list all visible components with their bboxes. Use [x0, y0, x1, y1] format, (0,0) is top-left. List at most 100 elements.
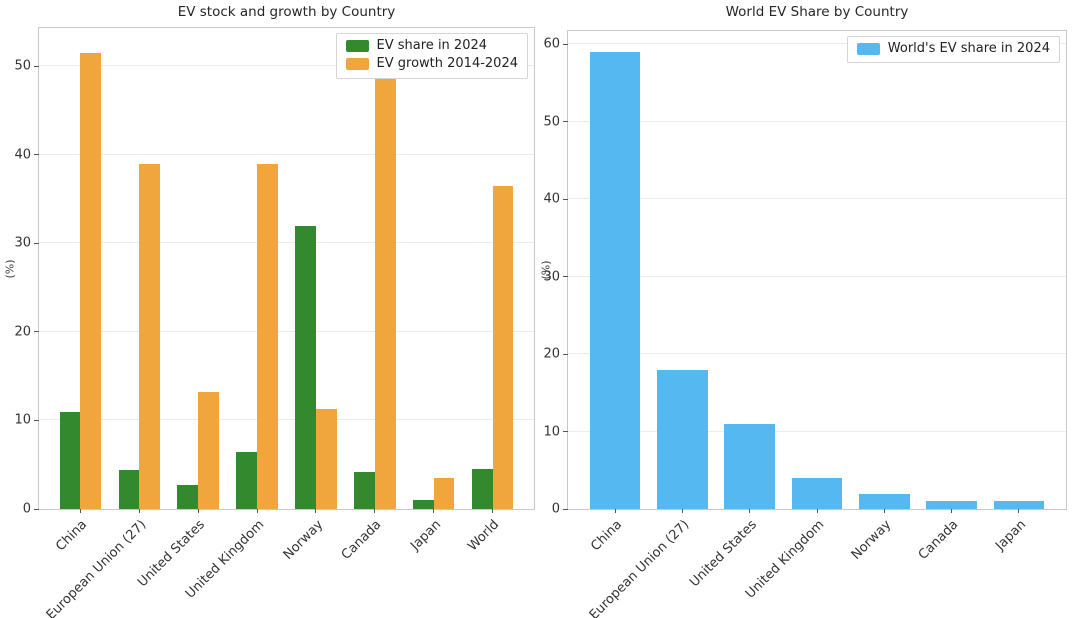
x-tick-label: United States — [686, 517, 760, 591]
x-tick-label: Japan — [992, 517, 1029, 554]
bar-united-states-ev-growth-2014-2024 — [198, 392, 219, 509]
plot-area: 0 10 20 30 40 50 China European Union (27) Unite… — [14, 27, 535, 618]
bar-world-ev-share-in-2024 — [472, 469, 493, 509]
legend-row: EV share in 2024 — [345, 38, 518, 53]
y-tick-label: 50 — [543, 114, 560, 130]
bar-japan-ev-growth-2014-2024 — [433, 478, 455, 509]
bar-united-kingdom-world-s-ev-share-in-2024 — [791, 478, 843, 509]
bar-world-ev-growth-2014-2024 — [492, 185, 514, 509]
y-tick-mark — [34, 154, 39, 156]
gridline — [39, 330, 534, 332]
x-tick-mark — [138, 509, 140, 513]
x-tick-mark — [433, 509, 435, 513]
x-tick-mark — [197, 509, 199, 513]
legend-swatch-world-s-ev-share-in-2024 — [856, 43, 880, 56]
bar-china-ev-growth-2014-2024 — [80, 52, 101, 509]
bar-china-world-s-ev-share-in-2024 — [589, 51, 641, 509]
x-tick-mark — [1018, 509, 1020, 513]
y-tick-mark — [34, 242, 39, 244]
x-tick-mark — [681, 509, 683, 513]
x-tick-label: Japan — [407, 517, 444, 554]
x-tick-label: Canada — [339, 517, 385, 563]
chart-world-ev-share: World EV Share by Country (%) 0 10 20 30 40 5… — [540, 0, 1080, 618]
bar-japan-ev-share-in-2024 — [413, 500, 434, 509]
bar-canada-world-s-ev-share-in-2024 — [926, 501, 977, 509]
y-tick-label: 30 — [543, 269, 560, 285]
bar-china-ev-share-in-2024 — [59, 411, 81, 509]
x-tick-mark — [749, 509, 751, 513]
y-tick-mark — [563, 276, 568, 278]
bar-european-union-27-ev-growth-2014-2024 — [139, 163, 160, 509]
x-tick-label: Norway — [280, 517, 326, 563]
y-tick-label: 40 — [14, 147, 31, 163]
x-tick-label: China — [53, 517, 91, 555]
y-tick-label: 30 — [14, 235, 31, 251]
x-tick-mark — [614, 509, 616, 513]
bar-norway-ev-share-in-2024 — [295, 225, 316, 509]
x-tick-mark — [816, 509, 818, 513]
gridline — [39, 153, 534, 155]
y-tick-label: 40 — [543, 191, 560, 207]
y-tick-mark — [34, 419, 39, 421]
gridline — [568, 430, 1066, 432]
bar-norway-ev-growth-2014-2024 — [315, 408, 337, 509]
x-tick-label: Norway — [848, 517, 895, 563]
bar-european-union-27-world-s-ev-share-in-2024 — [657, 369, 708, 509]
y-tick-mark — [34, 331, 39, 333]
y-tick-label: 20 — [543, 346, 560, 362]
legend-label: EV share in 2024 — [376, 38, 488, 53]
x-tick-mark — [315, 509, 317, 513]
x-tick-label: World — [465, 517, 503, 555]
y-tick-mark — [563, 198, 568, 200]
gridline — [39, 65, 534, 67]
chart-ev-stock-and-growth: EV stock and growth by Country (%) 0 10 20… — [3, 4, 535, 618]
x-tick-mark — [883, 509, 885, 513]
legend: World's EV share in 2024 — [846, 36, 1060, 64]
y-tick-label: 50 — [14, 58, 31, 74]
y-tick-mark — [563, 431, 568, 433]
gridline — [568, 198, 1066, 200]
bar-united-states-ev-share-in-2024 — [177, 485, 199, 509]
bar-canada-ev-share-in-2024 — [354, 471, 375, 509]
gridline — [39, 242, 534, 244]
y-axis-label: (%) — [3, 259, 17, 279]
x-tick-label: China — [588, 517, 625, 555]
bar-norway-world-s-ev-share-in-2024 — [859, 493, 910, 509]
x-tick-mark — [79, 509, 81, 513]
bar-united-kingdom-ev-growth-2014-2024 — [257, 163, 278, 509]
gridline — [568, 43, 1066, 45]
legend-row: EV growth 2014-2024 — [345, 56, 518, 71]
x-tick-mark — [951, 509, 953, 513]
y-tick-mark — [563, 353, 568, 355]
bar-united-kingdom-ev-share-in-2024 — [236, 452, 258, 509]
legend-swatch-ev-share-in-2024 — [345, 40, 369, 53]
x-tick-mark — [374, 509, 376, 513]
chart-title: EV stock and growth by Country — [177, 4, 396, 20]
x-tick-label: European Union (27) — [43, 517, 150, 618]
chart-title: World EV Share by Country — [725, 4, 909, 20]
y-tick-mark — [563, 43, 568, 45]
plot-area: 0 10 20 30 40 50 60 China European Union (27) Uni… — [543, 30, 1067, 618]
y-tick-label: 60 — [543, 36, 560, 52]
y-tick-label: 20 — [14, 324, 31, 340]
bar-canada-ev-growth-2014-2024 — [374, 74, 396, 509]
gridline — [568, 275, 1066, 277]
y-tick-mark — [34, 508, 39, 510]
bar-united-states-world-s-ev-share-in-2024 — [724, 423, 775, 509]
legend-row: World's EV share in 2024 — [856, 41, 1050, 56]
y-tick-mark — [34, 65, 39, 67]
y-tick-label: 0 — [22, 501, 31, 517]
y-tick-mark — [563, 508, 568, 510]
x-tick-mark — [256, 509, 258, 513]
gridline — [568, 120, 1066, 122]
legend-swatch-ev-growth-2014-2024 — [345, 58, 369, 71]
gridline — [39, 419, 534, 421]
bar-japan-world-s-ev-share-in-2024 — [993, 501, 1045, 509]
x-tick-label: Canada — [915, 517, 962, 563]
y-tick-label: 10 — [14, 412, 31, 428]
bar-european-union-27-ev-share-in-2024 — [118, 470, 140, 509]
y-tick-label: 10 — [543, 424, 560, 440]
legend: EV share in 2024 EV growth 2014-2024 — [335, 33, 528, 79]
gridline — [568, 353, 1066, 355]
